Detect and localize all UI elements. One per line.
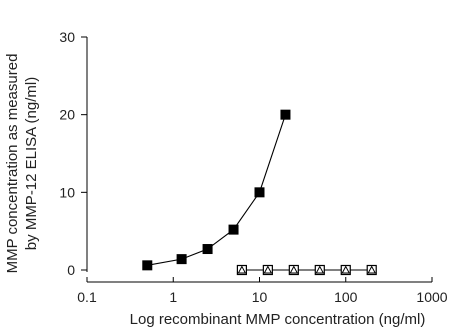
series-1-point-4 [340,264,351,276]
series-0-point-4 [254,187,265,198]
y-ticks: 0 10 20 30 [59,29,87,278]
series-1-point-3-triangle [315,265,325,274]
y-tick-label-3: 30 [59,29,75,45]
series-0-point-5 [280,109,291,120]
series-0-line [147,114,286,266]
series-1-point-5 [366,264,377,276]
y-axis-label: MMP concentration as measured by MMP-12 … [4,54,40,274]
y-tick-label-0: 0 [67,262,75,278]
series-1-point-5-triangle [367,265,377,274]
series-0-point-2 [202,244,213,255]
x-tick-label-1: 1 [169,289,177,305]
x-tick-label-0: 0.1 [77,289,97,305]
y-axis-label-line-1: MMP concentration as measured [4,54,21,274]
series-0-point-0 [142,260,153,271]
series-0-point-3 [228,224,239,235]
x-tick-label-4: 1000 [416,289,447,305]
series-0-point-1 [176,254,187,265]
x-axis-label: Log recombinant MMP concentration (ng/ml… [130,311,426,328]
series-1-point-2 [288,264,299,276]
y-axis-label-line-2: by MMP-12 ELISA (ng/ml) [23,77,40,250]
y-tick-label-2: 20 [59,107,75,123]
series-1-point-4-triangle [341,265,351,274]
series-layer [142,109,377,276]
series-1-point-2-triangle [289,265,299,274]
x-tick-label-2: 10 [252,289,268,305]
series-1-point-1 [262,264,273,276]
x-ticks: 0.1 1 10 100 1000 [77,277,448,305]
axes [86,37,432,283]
x-tick-label-3: 100 [334,289,358,305]
y-tick-label-1: 10 [59,184,75,200]
series-1-point-3 [314,264,325,276]
series-1-point-1-triangle [263,265,273,274]
series-1-point-0-triangle [237,265,247,274]
series-1-point-0 [236,264,247,276]
